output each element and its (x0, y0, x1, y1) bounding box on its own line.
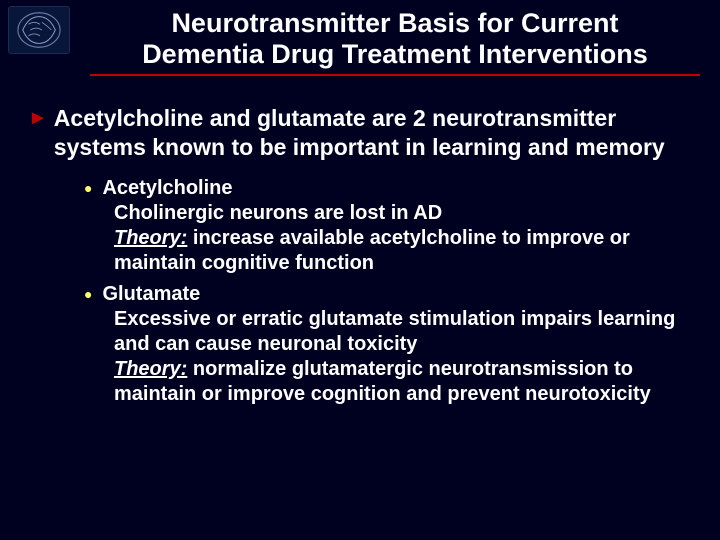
title-line-1: Neurotransmitter Basis for Current (171, 8, 618, 38)
bullet-dot-icon: ● (84, 282, 92, 306)
arrow-icon: ► (28, 104, 48, 132)
theory-text: increase available acetylcholine to impr… (114, 227, 630, 274)
theory-label: Theory: (114, 227, 187, 249)
slide-title: Neurotransmitter Basis for Current Demen… (90, 8, 700, 70)
sub-head: ● Glutamate (84, 282, 692, 307)
title-line-2: Dementia Drug Treatment Interventions (142, 39, 648, 69)
sub-item-acetylcholine: ● Acetylcholine Cholinergic neurons are … (84, 176, 692, 276)
sub-line-text: Excessive or erratic glutamate stimulati… (114, 307, 692, 357)
slide: Neurotransmitter Basis for Current Demen… (0, 0, 720, 540)
main-bullet-text: Acetylcholine and glutamate are 2 neurot… (54, 104, 692, 162)
sub-line-theory: Theory: normalize glutamatergic neurotra… (114, 357, 692, 407)
bullet-dot-icon: ● (84, 176, 92, 200)
sub-title: Glutamate (102, 282, 200, 307)
sub-item-glutamate: ● Glutamate Excessive or erratic glutama… (84, 282, 692, 407)
theory-text: normalize glutamatergic neurotransmissio… (114, 358, 651, 405)
theory-label: Theory: (114, 358, 187, 380)
sub-line-text: Cholinergic neurons are lost in AD (114, 201, 692, 226)
sub-head: ● Acetylcholine (84, 176, 692, 201)
main-bullet: ► Acetylcholine and glutamate are 2 neur… (28, 104, 692, 162)
title-block: Neurotransmitter Basis for Current Demen… (0, 0, 720, 70)
brain-logo (8, 6, 70, 54)
sub-title: Acetylcholine (102, 176, 232, 201)
content-area: ► Acetylcholine and glutamate are 2 neur… (0, 76, 720, 407)
sub-list: ● Acetylcholine Cholinergic neurons are … (28, 172, 692, 407)
sub-line-theory: Theory: increase available acetylcholine… (114, 226, 692, 276)
sub-lines: Excessive or erratic glutamate stimulati… (84, 307, 692, 407)
sub-lines: Cholinergic neurons are lost in AD Theor… (84, 201, 692, 276)
